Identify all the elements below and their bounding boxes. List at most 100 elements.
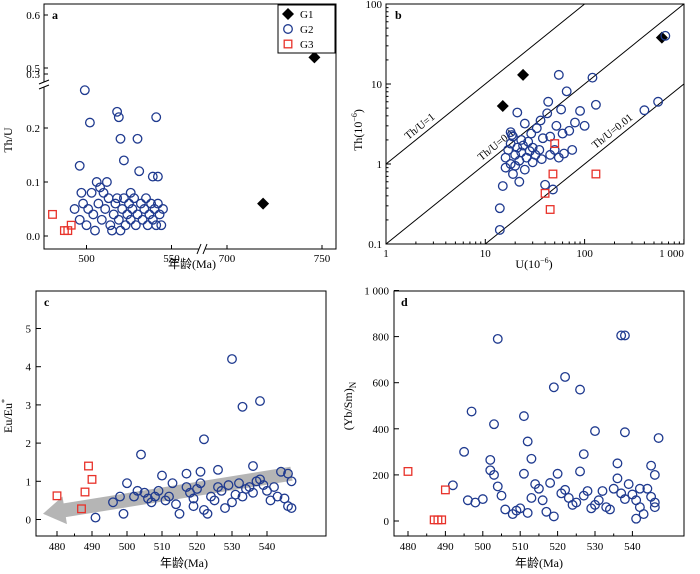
x-tick-label: 520 bbox=[549, 541, 566, 553]
point-g2 bbox=[188, 493, 199, 504]
point-g2 bbox=[115, 491, 125, 502]
point-g3 bbox=[437, 515, 447, 525]
point-g2 bbox=[84, 117, 95, 128]
point-g2 bbox=[276, 466, 286, 477]
point-g3 bbox=[550, 139, 560, 149]
x-tick-label: 510 bbox=[154, 541, 171, 553]
point-g2 bbox=[130, 220, 141, 231]
point-g2 bbox=[129, 193, 140, 204]
panel-d-label: d bbox=[401, 295, 408, 309]
panel-c: c 480 490 500 510 520 530 540 0 1 2 3 4 5 年龄(Ma) Eu/… bbox=[0, 290, 327, 570]
point-g2 bbox=[649, 469, 660, 480]
y-tick-label: 4 bbox=[26, 362, 32, 374]
point-g2 bbox=[623, 479, 634, 490]
y-tick-label: 5 bbox=[26, 324, 32, 336]
panel-c-frame bbox=[35, 290, 327, 537]
x-tick-label: 480 bbox=[400, 541, 417, 553]
y-tick-label: 2 bbox=[26, 438, 32, 450]
y-tick-label: 0.5 bbox=[26, 63, 40, 75]
point-g2 bbox=[83, 204, 94, 214]
point-g2 bbox=[108, 209, 119, 220]
x-tick-label: 500 bbox=[78, 253, 95, 265]
point-g3 bbox=[540, 188, 550, 198]
y-tick-label: 3 bbox=[26, 400, 32, 412]
point-g2 bbox=[96, 214, 107, 225]
y-tick-label: 0.0 bbox=[26, 231, 40, 243]
x-tick-label: 530 bbox=[587, 541, 604, 553]
point-g2 bbox=[567, 144, 578, 155]
panel-c-arrow bbox=[43, 466, 293, 525]
point-g2 bbox=[112, 193, 123, 204]
point-g2 bbox=[605, 504, 615, 515]
point-g3 bbox=[52, 491, 62, 501]
y-tick-label: 0.1 bbox=[26, 177, 40, 189]
point-g2 bbox=[79, 85, 90, 96]
panel-d-ylabel: (Yb/Sm)N bbox=[341, 381, 358, 430]
panel-a-label: a bbox=[52, 8, 58, 22]
point-g2 bbox=[492, 481, 503, 492]
point-g2 bbox=[86, 187, 97, 198]
point-g2 bbox=[146, 198, 157, 209]
point-g2 bbox=[151, 112, 162, 123]
panel-b-frame bbox=[385, 3, 685, 245]
y-tick-label: 100 bbox=[366, 0, 383, 11]
point-g3 bbox=[548, 169, 558, 179]
point-g2 bbox=[199, 434, 209, 445]
point-g2 bbox=[164, 491, 174, 502]
panel-a-frame bbox=[43, 3, 337, 250]
point-g3 bbox=[591, 169, 601, 179]
point-g2 bbox=[548, 382, 559, 393]
point-g2 bbox=[227, 354, 237, 365]
point-g2 bbox=[95, 182, 106, 193]
point-g2 bbox=[132, 485, 143, 496]
x-tick-label: 500 bbox=[119, 541, 136, 553]
point-g2 bbox=[113, 112, 124, 123]
legend-label-g2: G2 bbox=[300, 24, 313, 36]
point-g2 bbox=[147, 171, 158, 182]
point-g2 bbox=[237, 401, 248, 412]
x-tick-label: 1 000 bbox=[659, 248, 684, 260]
point-g2 bbox=[534, 144, 545, 155]
y-tick-label: 1 bbox=[377, 159, 383, 171]
point-g2 bbox=[646, 460, 657, 471]
point-g2 bbox=[141, 193, 151, 204]
point-g2 bbox=[139, 204, 150, 214]
point-g2 bbox=[514, 176, 525, 187]
point-g2 bbox=[81, 220, 92, 231]
point-g2 bbox=[649, 497, 660, 508]
point-g2 bbox=[556, 104, 567, 115]
point-g2 bbox=[112, 106, 123, 117]
point-g2 bbox=[76, 187, 87, 198]
point-g2 bbox=[619, 494, 630, 505]
point-g2 bbox=[531, 123, 542, 134]
point-g2 bbox=[459, 446, 470, 457]
point-g2 bbox=[147, 214, 158, 225]
point-g2 bbox=[587, 72, 598, 83]
point-g2 bbox=[120, 220, 131, 231]
point-g2 bbox=[255, 396, 265, 407]
x-tick-label: 1 bbox=[383, 248, 389, 260]
point-g2 bbox=[125, 214, 136, 225]
point-g2 bbox=[537, 495, 548, 506]
point-g3 bbox=[440, 485, 450, 495]
panel-d-xlabel: 年龄(Ma) bbox=[515, 556, 563, 570]
point-g2 bbox=[616, 330, 627, 341]
y-axis-break bbox=[38, 84, 50, 90]
point-g2 bbox=[269, 482, 279, 492]
point-g2 bbox=[118, 155, 129, 166]
point-g2 bbox=[575, 466, 585, 477]
point-g2 bbox=[74, 214, 85, 225]
point-g2 bbox=[88, 209, 99, 220]
point-g2 bbox=[549, 144, 560, 155]
point-g2 bbox=[156, 220, 167, 231]
x-tick-label: 490 bbox=[437, 541, 454, 553]
point-g2 bbox=[522, 436, 533, 447]
point-g1 bbox=[496, 100, 509, 113]
point-g2 bbox=[115, 225, 126, 236]
legend-marker-g1 bbox=[282, 8, 294, 20]
point-g2 bbox=[136, 449, 146, 460]
point-g2 bbox=[526, 128, 537, 139]
point-g2 bbox=[105, 220, 116, 231]
x-tick-label: 10 bbox=[480, 248, 492, 260]
point-g2 bbox=[74, 160, 85, 171]
